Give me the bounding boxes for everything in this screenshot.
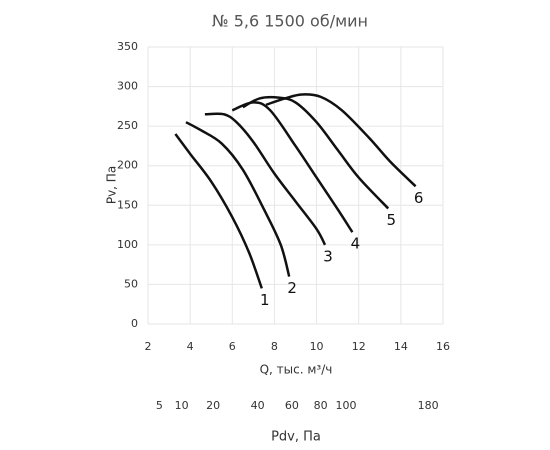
y-tick-label: 50	[124, 277, 138, 290]
x2-tick-label: 20	[206, 399, 220, 412]
x-tick-label: 8	[271, 340, 278, 353]
y-axis-label: Pv, Па	[105, 166, 119, 204]
y-tick-label: 350	[117, 40, 138, 53]
y-tick-label: 300	[117, 80, 138, 93]
y-tick-label: 200	[117, 159, 138, 172]
x-tick-label: 2	[145, 340, 152, 353]
x-tick-label: 12	[352, 340, 366, 353]
curve-label: 5	[386, 211, 396, 229]
curve-label: 3	[323, 247, 333, 265]
y-tick-label: 250	[117, 119, 138, 132]
chart-title: № 5,6 1500 об/мин	[212, 12, 368, 31]
x2-tick-label: 40	[251, 399, 265, 412]
curve	[231, 101, 354, 233]
x-tick-label: 16	[436, 340, 450, 353]
x-tick-label: 14	[394, 340, 408, 353]
x-tick-label: 10	[310, 340, 324, 353]
x2-axis-label: Pdv, Па	[271, 430, 321, 445]
curve-label: 6	[414, 189, 424, 207]
x2-tick-label: 100	[336, 399, 357, 412]
x-tick-label: 6	[229, 340, 236, 353]
y-tick-label: 0	[131, 317, 138, 330]
x-tick-label: 4	[187, 340, 194, 353]
curve	[242, 95, 390, 210]
curve-label: 1	[260, 291, 270, 309]
curve-label: 4	[351, 235, 361, 253]
x2-tick-label: 10	[175, 399, 189, 412]
x2-tick-label: 60	[285, 399, 299, 412]
x2-tick-label: 80	[314, 399, 328, 412]
curve	[204, 112, 327, 246]
y-tick-label: 100	[117, 238, 138, 251]
curve	[265, 93, 417, 188]
x-axis-label: Q, тыс. м³/ч	[260, 363, 333, 377]
curve	[185, 121, 291, 277]
x2-tick-label: 180	[418, 399, 439, 412]
x2-tick-label: 5	[156, 399, 163, 412]
curve-label: 2	[287, 279, 297, 297]
y-tick-label: 150	[117, 198, 138, 211]
curve	[174, 133, 263, 289]
